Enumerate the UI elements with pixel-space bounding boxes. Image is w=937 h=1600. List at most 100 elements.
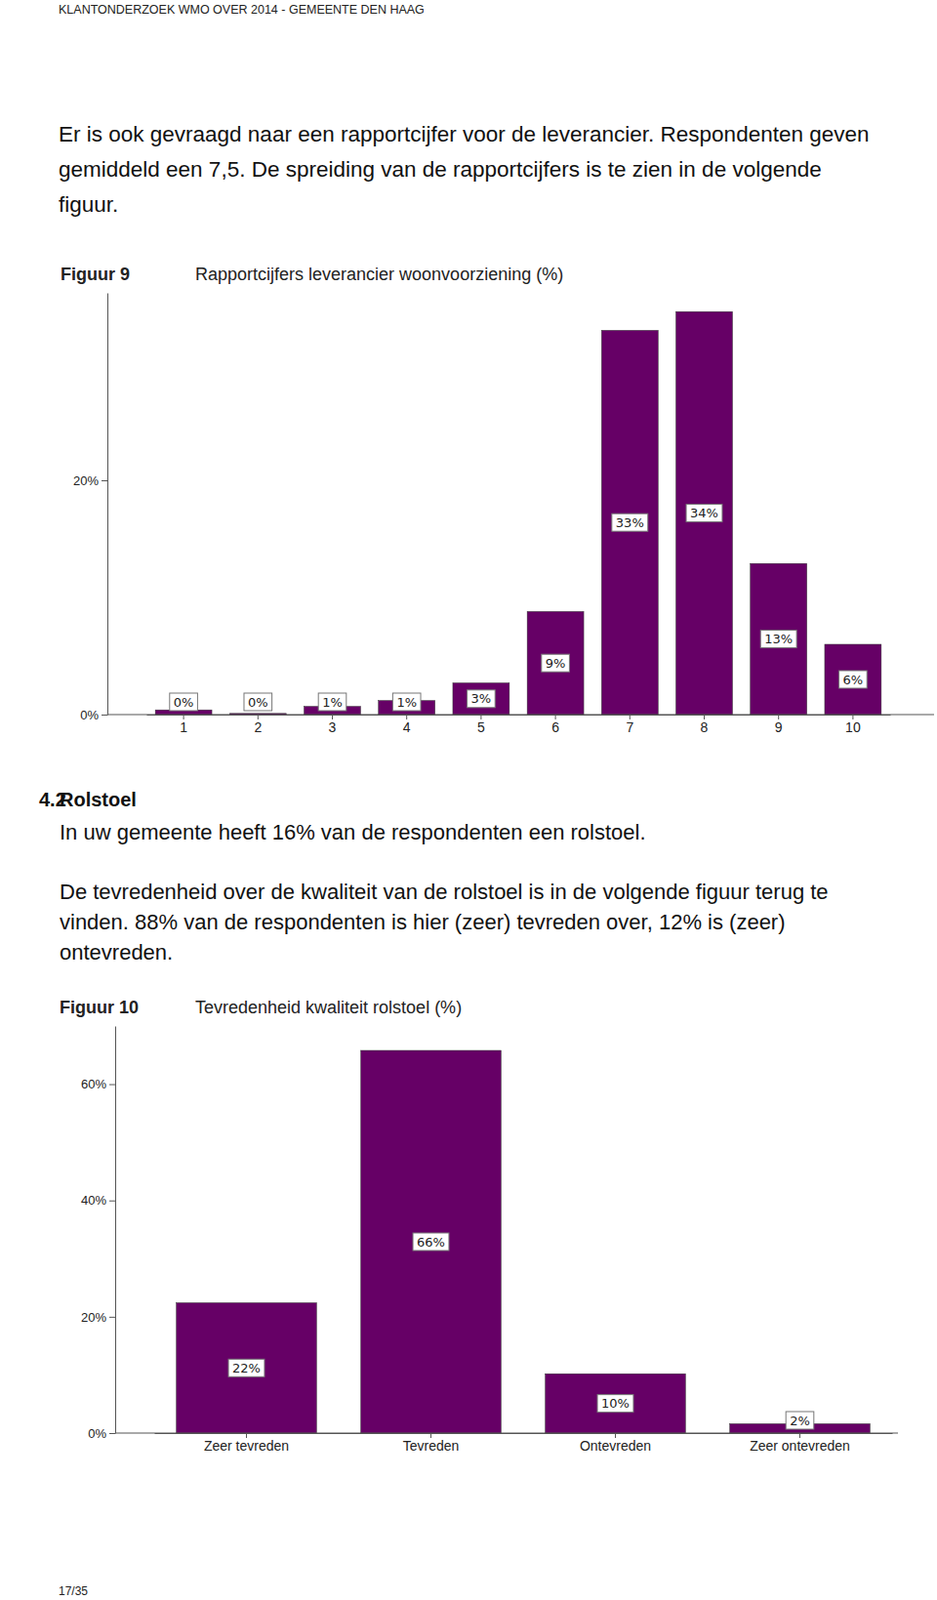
y-tick: 60% (81, 1076, 116, 1092)
x-tick: 10 (845, 714, 861, 735)
data-label-box (392, 692, 421, 711)
bar (676, 311, 734, 715)
data-label-text: 6% (843, 672, 864, 688)
data-label: 0% (169, 692, 199, 711)
x-tick-label: 7 (625, 719, 634, 735)
page-header: KLANTONDERZOEK WMO OVER 2014 - GEMEENTE … (58, 2, 425, 17)
data-label-box (244, 692, 273, 711)
y-tick-mark (109, 1432, 116, 1434)
x-tick-label: 10 (845, 719, 861, 735)
data-label-text: 1% (322, 694, 343, 710)
x-tick-label: Tevreden (403, 1437, 460, 1454)
x-tick-label: 5 (477, 719, 486, 735)
x-tick-label: 3 (328, 719, 337, 735)
x-axis-line (155, 1432, 894, 1434)
x-tick-label: 4 (403, 719, 411, 735)
bars (176, 1050, 871, 1433)
y-tick-label: 40% (81, 1192, 107, 1208)
data-label-text: 13% (764, 631, 793, 647)
y-tick: 20% (73, 473, 108, 489)
x-tick: Zeer tevreden (203, 1432, 289, 1454)
data-label-text: 22% (232, 1360, 261, 1376)
y-tick-mark (101, 714, 108, 716)
page-number: 17/35 (58, 1584, 88, 1598)
data-label-box (228, 1358, 265, 1377)
y-axis: 0% 20% (73, 293, 109, 723)
y-tick-mark (109, 1200, 116, 1202)
y-tick-label: 0% (87, 1425, 107, 1441)
data-label: 9% (541, 653, 571, 672)
bar (545, 1373, 687, 1433)
y-tick: 0% (80, 707, 108, 723)
x-tick: 9 (774, 714, 783, 735)
y-tick-mark (109, 1316, 116, 1318)
data-label-box (467, 690, 496, 708)
data-label: 34% (686, 504, 723, 523)
x-tick: 3 (328, 714, 337, 735)
chart: 123456789100%20%0%0%1%1%3%9%33%34%13%6% (73, 293, 935, 735)
baseline (107, 714, 935, 716)
data-label: 22% (228, 1358, 265, 1377)
x-tick-label: 9 (774, 719, 783, 735)
data-label-box (412, 1232, 449, 1251)
paragraph-line: In uw gemeente heeft 16% van de responde… (59, 819, 647, 845)
data-label: 2% (785, 1411, 815, 1429)
data-label-text: 1% (396, 694, 417, 710)
paragraph-line: gemiddeld een 7,5. De spreiding van de r… (58, 157, 822, 182)
data-label: 1% (318, 692, 347, 711)
bar (527, 611, 584, 715)
x-tick: 2 (253, 714, 262, 735)
baseline (115, 1432, 898, 1434)
bar (601, 329, 658, 715)
y-axis-line (115, 1026, 117, 1434)
x-tick: 6 (551, 714, 560, 735)
x-axis: Zeer tevreden Tevreden Ontevreden Zeer onte… (155, 1432, 894, 1454)
y-tick: 0% (87, 1425, 116, 1441)
data-label: 33% (611, 513, 649, 531)
data-label-box (611, 513, 649, 531)
data-label-box (839, 670, 868, 689)
section-title: Rolstoel (59, 788, 137, 811)
data-label-box (597, 1394, 634, 1413)
data-label: 3% (467, 690, 496, 708)
paragraph-line: Er is ook gevraagd naar een rapportcijfe… (58, 122, 870, 147)
bars (155, 311, 882, 715)
x-tick: 7 (625, 714, 634, 735)
x-axis: 12345678910 (147, 714, 892, 735)
page: KLANTONDERZOEK WMO OVER 2014 - GEMEENTE … (0, 0, 937, 1600)
x-tick: Zeer ontevreden (749, 1432, 851, 1454)
chart: Zeer tevreden Tevreden Ontevreden Zeer onte… (81, 1026, 898, 1454)
chart-title: Tevredenheid kwaliteit rolstoel (%) (195, 997, 462, 1018)
data-label-box (541, 653, 571, 672)
y-tick-mark (109, 1084, 116, 1086)
data-label-box (169, 692, 199, 711)
data-label-text: 33% (615, 515, 645, 530)
y-tick-label: 20% (73, 473, 99, 489)
y-tick-mark (101, 480, 108, 482)
data-label-text: 9% (545, 655, 567, 671)
data-label: 1% (392, 692, 421, 711)
bar (361, 1050, 502, 1433)
chart-title: Rapportcijfers leverancier woonvoorzieni… (195, 264, 564, 285)
x-tick-label: Ontevreden (579, 1437, 652, 1454)
x-tick: 1 (179, 714, 188, 735)
x-tick-label: Zeer ontevreden (749, 1437, 851, 1454)
data-label-text: 34% (690, 505, 719, 521)
x-tick: Ontevreden (579, 1432, 652, 1454)
paragraph-line: vinden. 88% van de respondenten is hier … (59, 909, 786, 935)
data-label-text: 66% (416, 1234, 446, 1250)
data-label-box (760, 630, 797, 649)
y-tick-label: 0% (80, 707, 99, 723)
bar (176, 1303, 318, 1433)
x-tick-label: Zeer tevreden (203, 1437, 289, 1454)
figure-label: Figuur 10 (59, 997, 139, 1018)
data-label: 6% (839, 670, 868, 689)
data-label-text: 0% (247, 694, 269, 710)
data-label-box (785, 1411, 815, 1429)
data-label-text: 3% (471, 691, 492, 706)
y-tick-label: 60% (81, 1076, 107, 1092)
data-label-box (318, 692, 347, 711)
figure-label: Figuur 9 (60, 264, 130, 285)
x-tick: Tevreden (403, 1432, 460, 1454)
data-labels: 22%66%10%2% (228, 1232, 815, 1429)
